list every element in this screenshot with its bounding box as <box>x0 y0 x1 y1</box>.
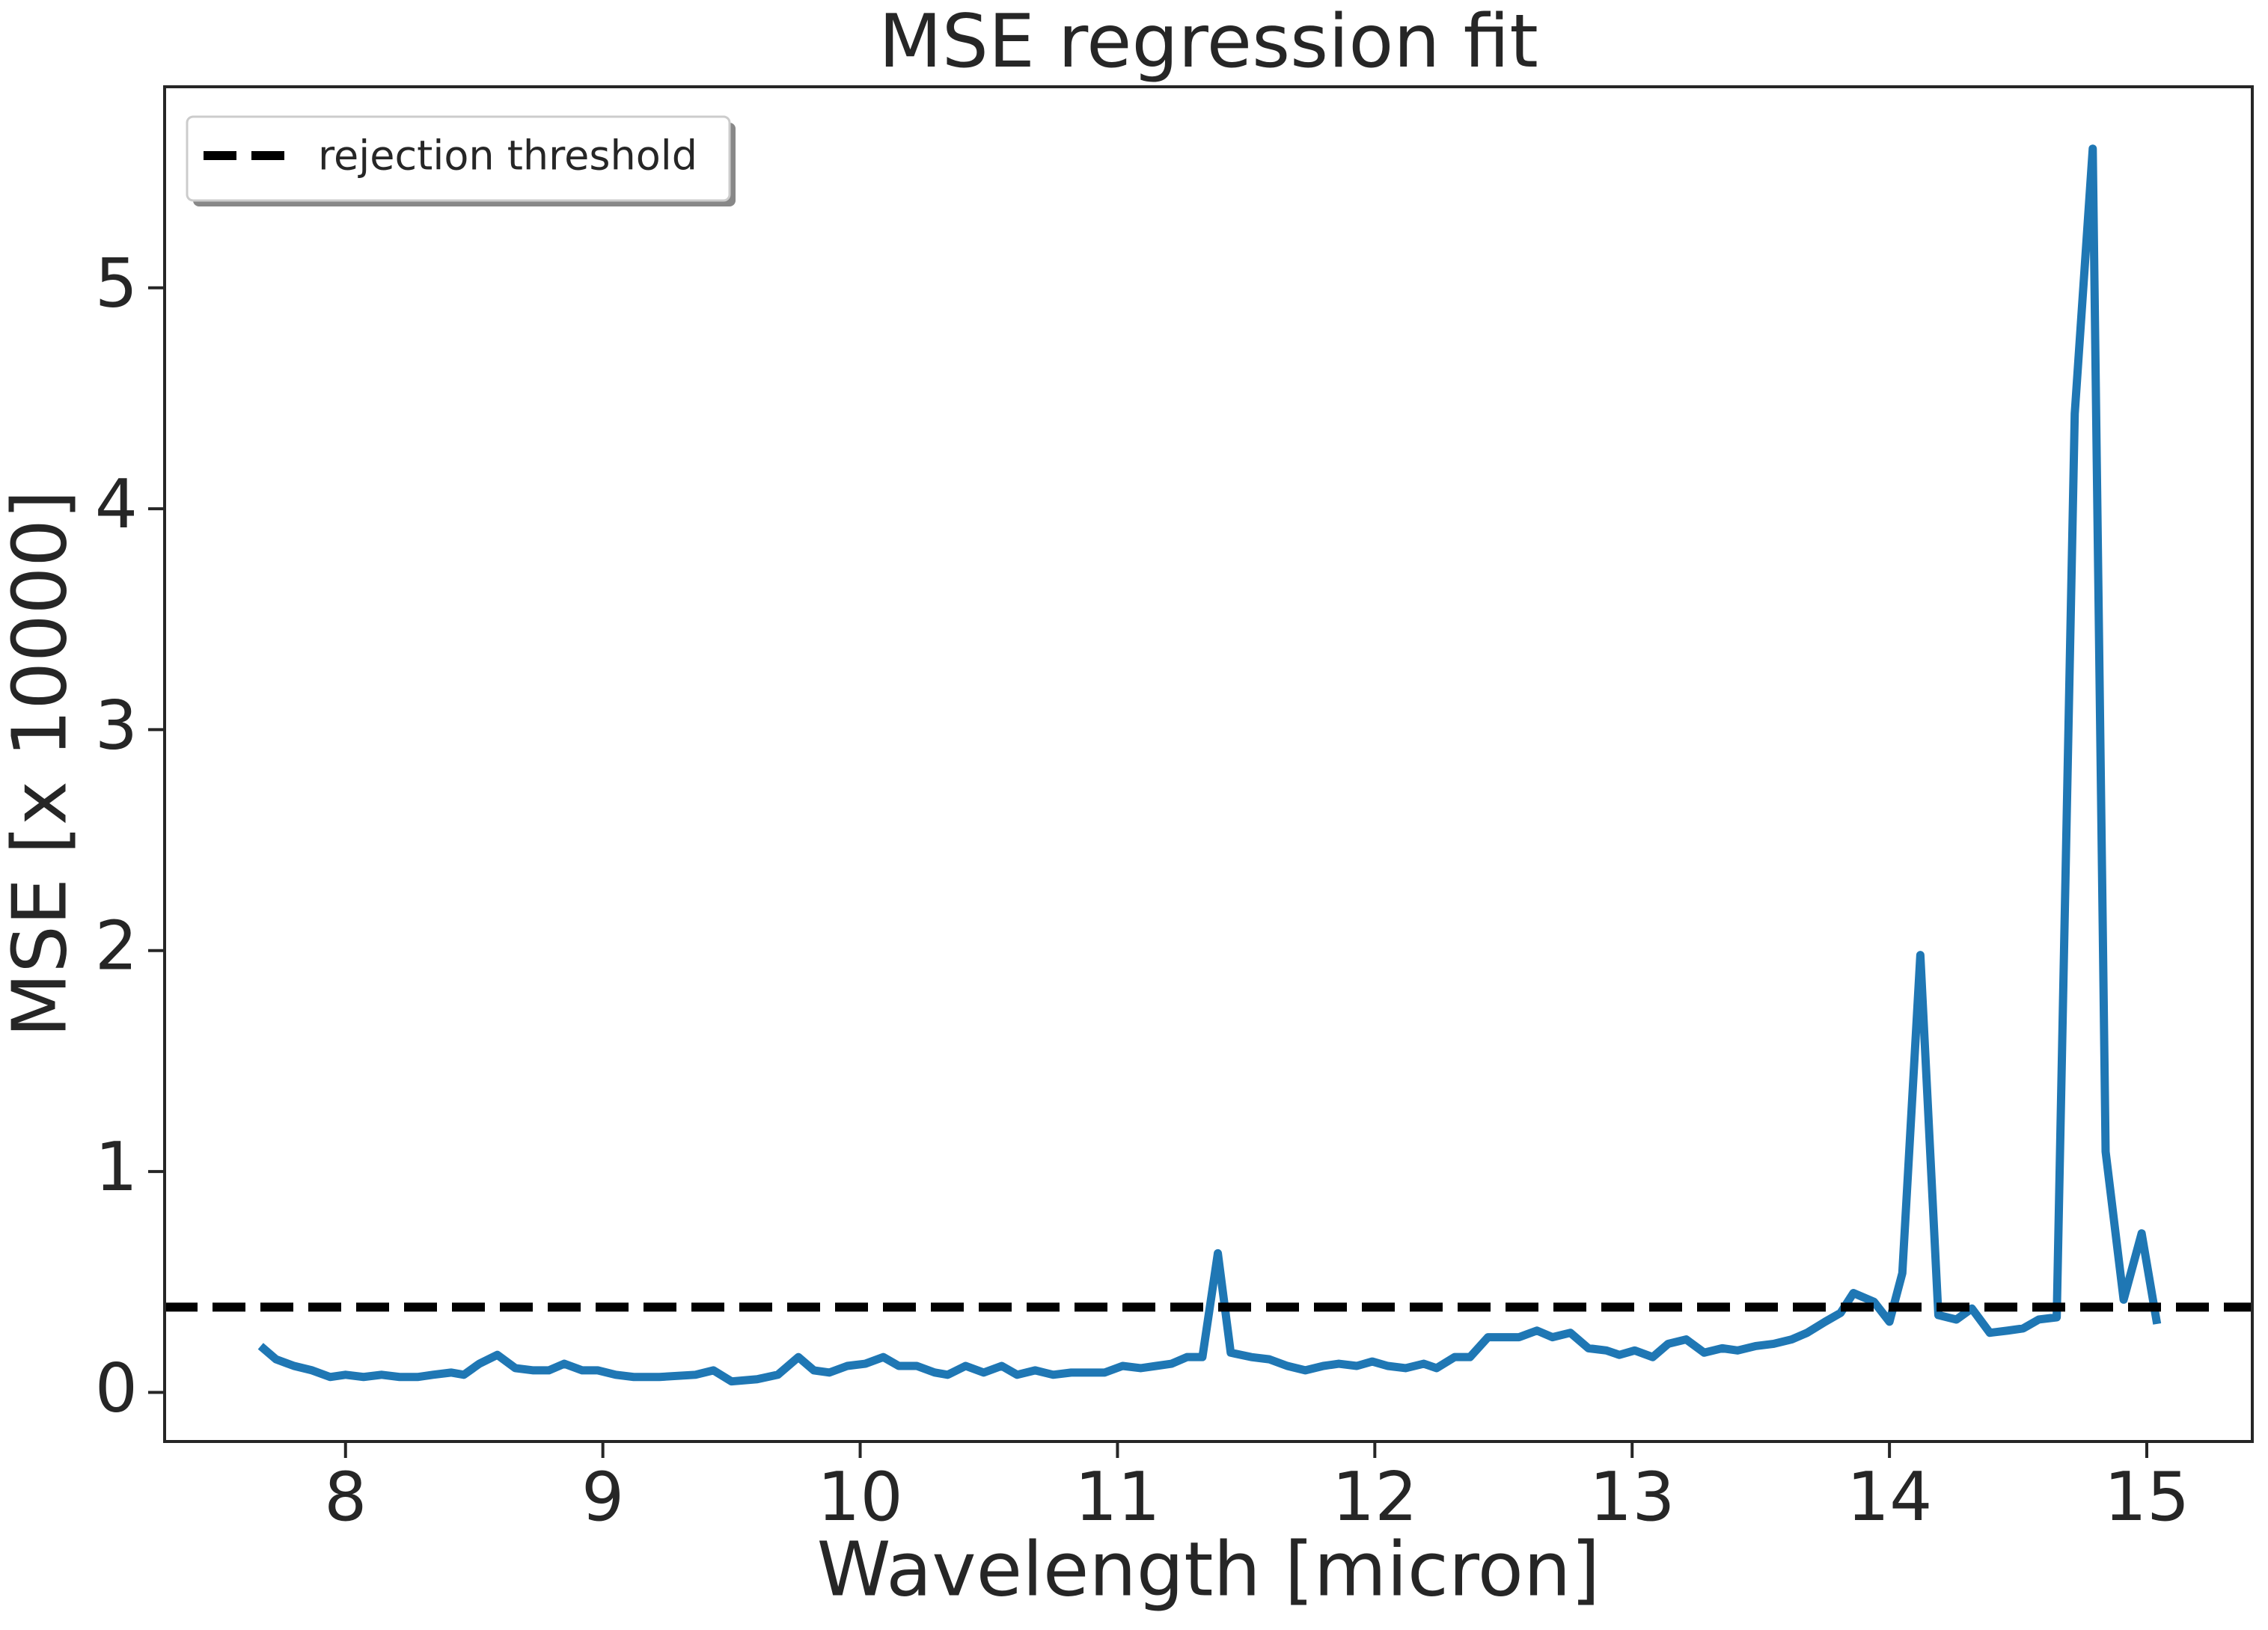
x-axis-label: Wavelength [micron] <box>817 1525 1601 1613</box>
legend-box <box>186 115 731 202</box>
data-line <box>257 144 2162 1386</box>
x-tick-label: 15 <box>2104 1458 2190 1536</box>
x-tick-label: 12 <box>1332 1458 1418 1536</box>
y-axis-label: MSE [x 10000] <box>0 490 83 1038</box>
y-tick-label: 4 <box>95 465 138 544</box>
y-tick-label: 0 <box>95 1349 138 1427</box>
y-tick-label: 2 <box>95 907 138 986</box>
x-tick-label: 8 <box>324 1458 367 1536</box>
plot-frame <box>163 85 2254 1443</box>
x-tick-label: 14 <box>1847 1458 1933 1536</box>
x-tick-label: 11 <box>1075 1458 1161 1536</box>
y-tick-label: 1 <box>95 1128 138 1207</box>
y-tick-label: 3 <box>95 686 138 765</box>
x-tick-label: 10 <box>817 1458 903 1536</box>
x-tick-label: 9 <box>581 1458 624 1536</box>
legend-label: rejection threshold <box>318 132 697 180</box>
chart-title: MSE regression fit <box>878 0 1538 85</box>
y-tick-label: 5 <box>95 245 138 323</box>
x-tick-label: 13 <box>1589 1458 1675 1536</box>
